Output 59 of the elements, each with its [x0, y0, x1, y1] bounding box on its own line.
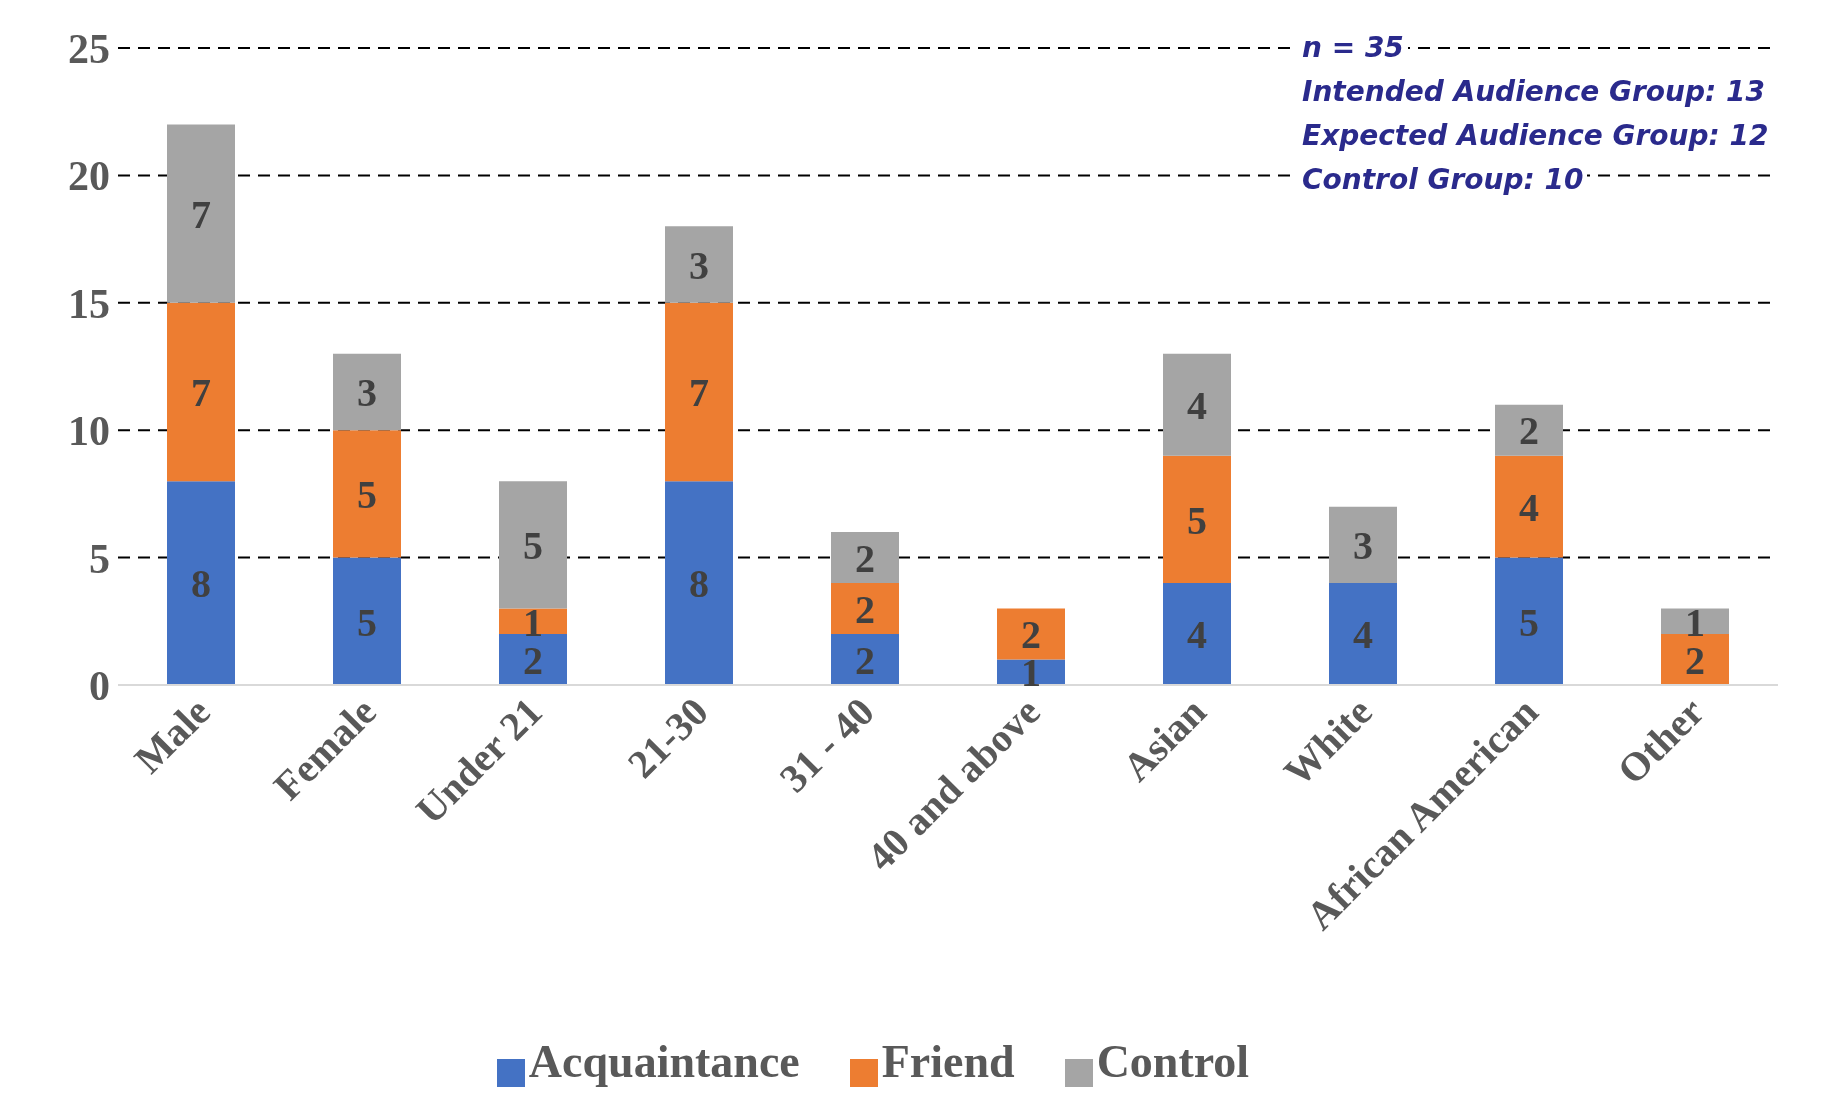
bar: [1495, 557, 1563, 685]
annotation: Control Group: 10: [1298, 158, 1588, 202]
data-label: 5: [357, 599, 377, 645]
data-label: 7: [191, 191, 211, 237]
x-tick-label: 31 - 40: [770, 688, 883, 801]
bar: [997, 608, 1065, 660]
data-label: 7: [191, 370, 211, 416]
data-label: 5: [1187, 497, 1207, 543]
bar: [499, 634, 567, 685]
data-label: 3: [689, 242, 709, 288]
data-label: 7: [689, 370, 709, 416]
y-tick-label: 10: [68, 408, 110, 455]
data-label: 2: [855, 535, 875, 581]
bar: [831, 583, 899, 635]
bar: [1163, 353, 1231, 456]
bar: [1329, 506, 1397, 584]
data-label: 3: [357, 370, 377, 416]
bar: [167, 481, 235, 685]
bar: [1495, 404, 1563, 456]
bar: [1495, 455, 1563, 558]
bar: [499, 481, 567, 609]
data-label: 3: [1353, 523, 1373, 569]
bar: [333, 353, 401, 431]
bar: [831, 634, 899, 685]
data-label: 2: [855, 637, 875, 683]
annotation: n = 35: [1298, 26, 1408, 70]
bar: [1163, 455, 1231, 584]
data-label: 4: [1519, 484, 1539, 530]
data-label: 8: [191, 561, 211, 607]
data-label: 5: [523, 523, 543, 569]
annotation: Expected Audience Group: 12: [1298, 114, 1773, 158]
legend-label: Friend: [881, 1036, 1015, 1087]
bar: [665, 481, 733, 685]
data-label: 4: [1187, 382, 1207, 428]
bar: [167, 124, 235, 303]
data-label: 2: [1519, 408, 1539, 454]
annotation: Intended Audience Group: 13: [1298, 70, 1769, 114]
data-label: 4: [1353, 612, 1373, 658]
data-label: 8: [689, 561, 709, 607]
bar: [1163, 583, 1231, 685]
y-tick-label: 0: [89, 662, 110, 709]
legend-label: Control: [1096, 1036, 1250, 1087]
bar: [167, 302, 235, 482]
bar: [333, 430, 401, 558]
bar: [1329, 583, 1397, 685]
bar: [1661, 634, 1729, 685]
data-label: 4: [1187, 612, 1207, 658]
bar: [665, 226, 733, 303]
bar: [665, 302, 733, 482]
y-tick-label: 20: [68, 153, 110, 200]
legend-label: Acquaintance: [528, 1036, 800, 1087]
y-tick-label: 15: [68, 280, 110, 327]
y-tick-label: 25: [68, 25, 110, 72]
data-label: 5: [357, 472, 377, 518]
y-tick-label: 5: [89, 535, 110, 582]
data-label: 5: [1519, 599, 1539, 645]
bar: [333, 557, 401, 685]
bar: [831, 532, 899, 584]
data-label: 2: [855, 586, 875, 632]
